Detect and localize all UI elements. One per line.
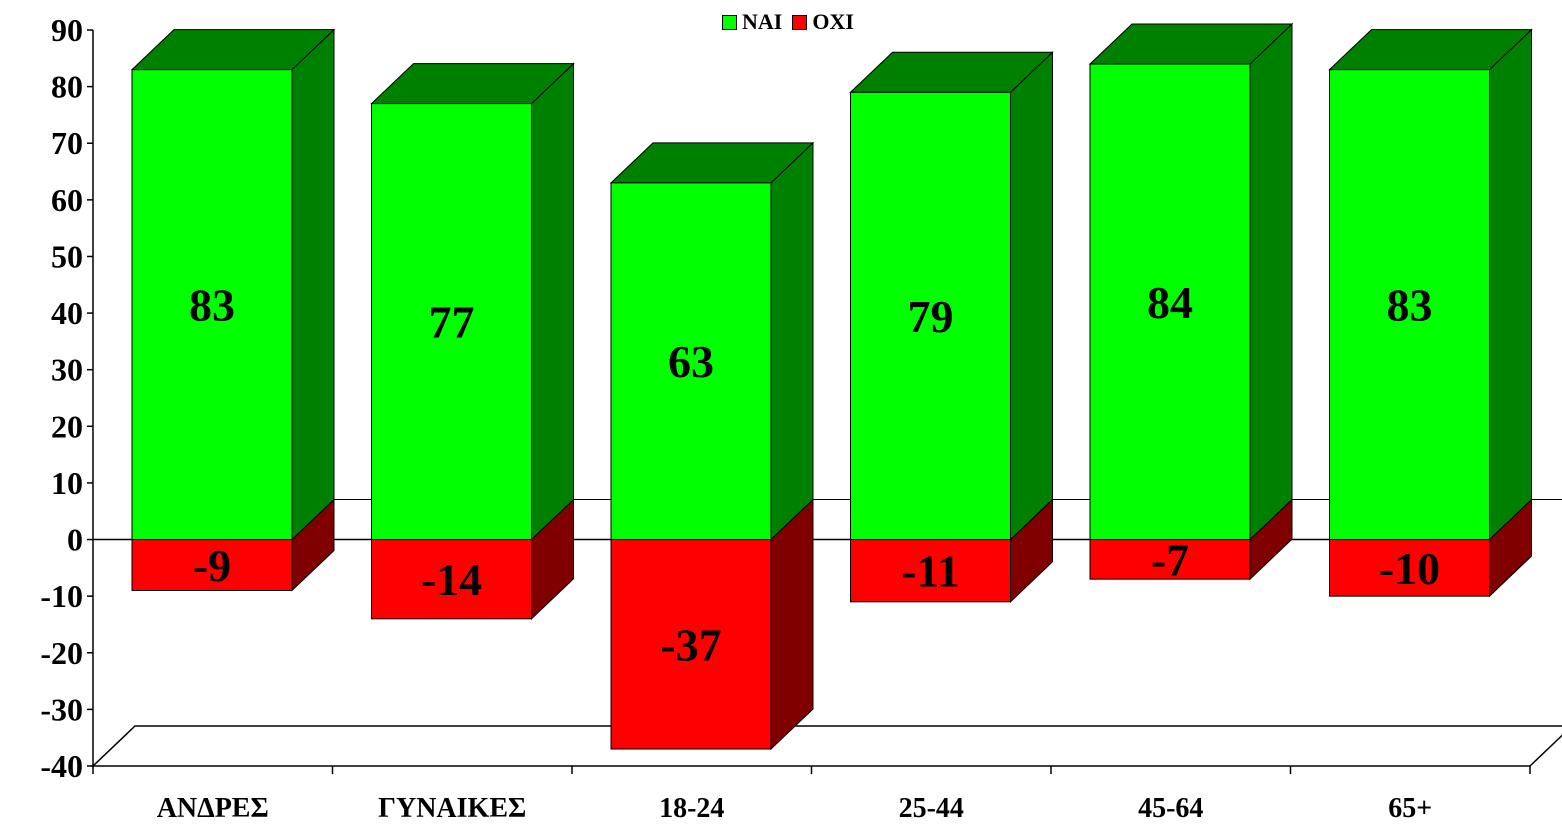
legend: ΝΑΙ ΟΧΙ <box>722 8 864 36</box>
bar-no <box>131 539 293 591</box>
y-tick-label: 70 <box>51 125 83 161</box>
data-label-no: -7 <box>1151 534 1189 585</box>
bar-yes <box>1329 69 1490 541</box>
y-tick-label: -40 <box>40 748 83 784</box>
data-label-no: -9 <box>193 540 231 591</box>
data-label-yes: 63 <box>668 336 714 387</box>
x-category-label: ΑΝΔΡΕΣ <box>157 793 269 824</box>
bar-no <box>850 539 1011 603</box>
legend-item-yes: ΝΑΙ <box>722 9 782 35</box>
bar-no <box>1089 539 1251 580</box>
y-tick-label: -30 <box>40 691 83 727</box>
data-label-yes: 79 <box>908 291 954 342</box>
legend-label-no: ΟΧΙ <box>812 9 854 34</box>
y-tick-label: 80 <box>51 69 83 105</box>
bar-no <box>371 539 532 620</box>
chart-floor <box>91 725 1562 767</box>
y-tick-label: 10 <box>51 465 83 501</box>
data-label-no: -10 <box>1379 543 1440 594</box>
x-category-label: ΓΥΝΑΙΚΕΣ <box>378 793 526 824</box>
data-label-yes: 83 <box>189 280 235 331</box>
legend-label-yes: ΝΑΙ <box>742 9 783 34</box>
y-tick-label: 30 <box>51 352 83 388</box>
data-label-no: -11 <box>901 546 960 597</box>
y-tick-label: 50 <box>51 238 83 274</box>
data-label-no: -14 <box>421 554 482 605</box>
bar-yes <box>850 91 1011 541</box>
legend-item-no: ΟΧΙ <box>792 9 854 35</box>
x-category-label: 18-24 <box>659 793 724 824</box>
legend-swatch-yes <box>722 14 737 30</box>
bar-yes-side <box>531 62 574 541</box>
bar-yes-side <box>1489 28 1532 541</box>
bar-yes-side <box>1249 22 1293 541</box>
data-label-yes: 77 <box>429 297 475 348</box>
data-label-yes: 84 <box>1147 277 1193 328</box>
data-label-no: -37 <box>660 619 721 670</box>
bar-yes <box>610 182 772 541</box>
bar-no-side <box>770 498 814 751</box>
y-tick-label: 60 <box>51 182 83 218</box>
data-label-yes: 83 <box>1387 280 1433 331</box>
bar-no <box>1329 539 1490 597</box>
y-tick-label: 20 <box>51 408 83 444</box>
bar-yes <box>371 103 532 541</box>
bar-no <box>610 539 772 750</box>
bar-yes <box>131 69 293 541</box>
y-tick-label: 40 <box>51 295 83 331</box>
x-category-label: 25-44 <box>899 793 964 824</box>
y-tick-label: -20 <box>40 635 83 671</box>
x-category-label: 45-64 <box>1138 793 1203 824</box>
bar-yes <box>1089 63 1251 541</box>
bar-yes-side <box>770 141 814 541</box>
bar-yes-side <box>1010 51 1053 541</box>
y-tick-label: 0 <box>67 522 83 558</box>
bar-yes-side <box>291 28 335 541</box>
y-tick-label: 90 <box>51 12 83 48</box>
legend-swatch-no <box>792 14 808 30</box>
x-category-label: 65+ <box>1388 793 1432 824</box>
y-tick-label: -10 <box>40 578 83 614</box>
